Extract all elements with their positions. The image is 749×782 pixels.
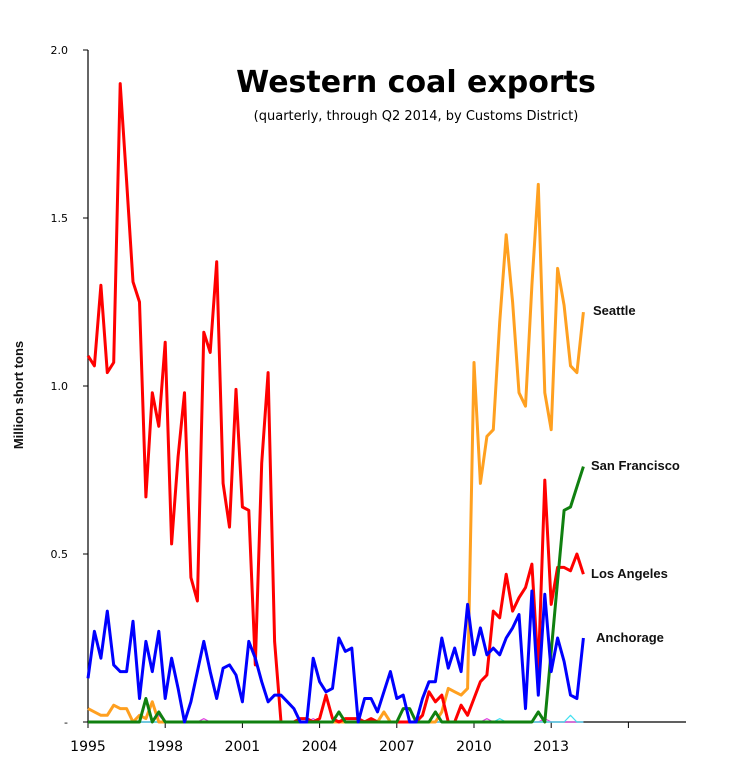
axes: - 0.5 1.0 1.5 2.0 1995 1998 2001 2004 2007 2010 201… [51,44,686,755]
seattle-series-line [87,182,585,724]
x-tick-label: 1998 [147,739,183,755]
x-tick-label: 2010 [456,739,492,755]
x-tick-label: 2004 [302,739,338,755]
y-tick-label: 0.5 [51,548,69,561]
san-francisco-series-line [88,466,585,724]
x-tick-label: 1995 [70,739,106,755]
series-label-seattle: Seattle [593,303,636,318]
series-labels: Seattle San Francisco Los Angeles Anchorage [591,303,680,645]
series-label-anchorage: Anchorage [596,630,664,645]
y-tick-label: 1.5 [51,212,69,225]
x-tick-label: 2013 [533,739,569,755]
series-label-los-angeles: Los Angeles [591,566,668,581]
series-lines [86,82,585,724]
y-tick-label: 2.0 [51,44,69,57]
los-angeles-series-line [86,82,585,724]
y-tick-label: - [64,716,68,729]
chart-subtitle: (quarterly, through Q2 2014, by Customs … [254,109,579,124]
x-tick-label: 2007 [379,739,415,755]
y-tick-label: 1.0 [51,380,69,393]
y-axis-label: Million short tons [11,341,26,449]
chart-title: Western coal exports [236,65,596,100]
x-tick-label: 2001 [225,739,261,755]
anchorage-series-line [86,589,585,724]
series-label-san-francisco: San Francisco [591,458,680,473]
